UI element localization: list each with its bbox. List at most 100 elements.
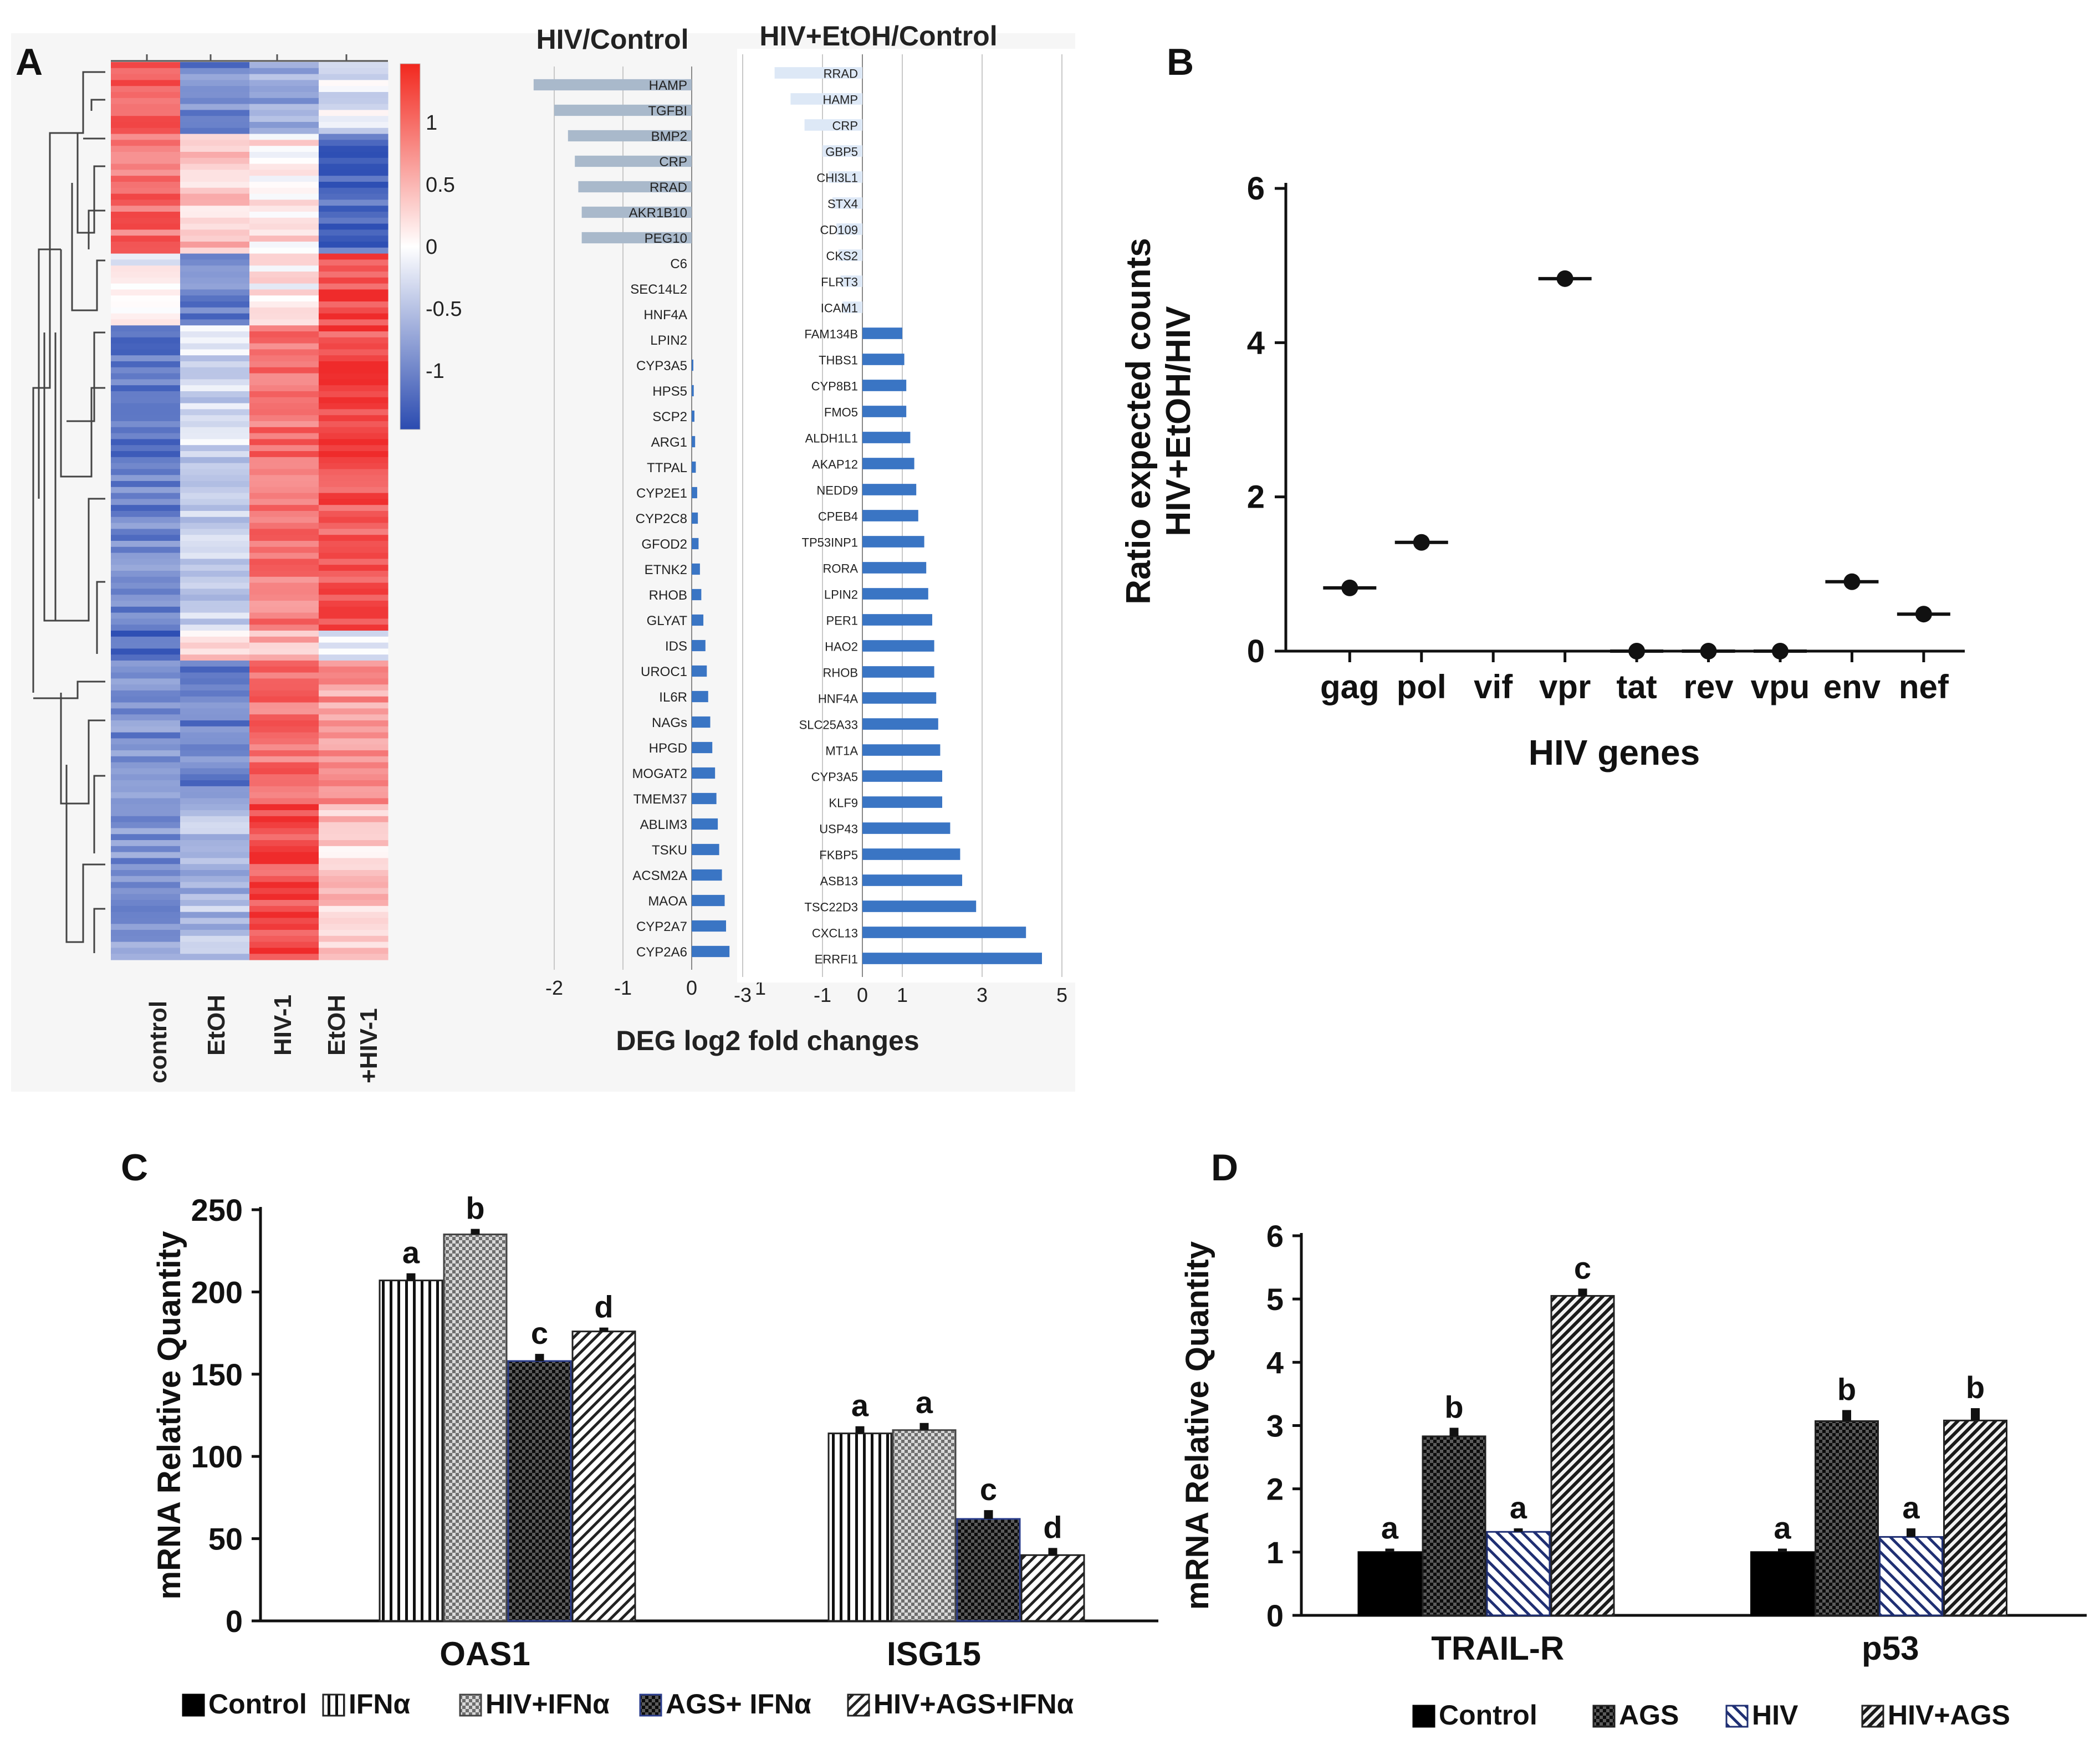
- deg-bar: [862, 432, 911, 443]
- heatmap-cell: [319, 163, 389, 170]
- heatmap-cell: [180, 469, 250, 475]
- heatmap-cell: [249, 523, 319, 529]
- heatmap-cell: [180, 379, 250, 386]
- heatmap-cell: [319, 720, 389, 727]
- heatmap-cell: [319, 367, 389, 374]
- heatmap-cell: [180, 642, 250, 649]
- deg-gene-label: KLF9: [829, 796, 858, 810]
- heatmap-cell: [319, 403, 389, 410]
- heatmap-cell: [111, 786, 181, 793]
- bar-y-tick-label: 250: [191, 1193, 243, 1227]
- heatmap-cell: [319, 636, 389, 643]
- deg-axis-tick: 0: [686, 976, 697, 999]
- heatmap-cell: [180, 601, 250, 607]
- heatmap-cell: [111, 954, 181, 960]
- heatmap-cell: [249, 68, 319, 75]
- heatmap-cell: [249, 780, 319, 787]
- heatmap-cell: [180, 451, 250, 458]
- heatmap-cell: [111, 744, 181, 751]
- heatmap-cell: [319, 74, 389, 80]
- heatmap-cell: [111, 756, 181, 763]
- heatmap-cell: [111, 176, 181, 182]
- deg-bar: [692, 818, 718, 830]
- heatmap-cell: [180, 98, 250, 105]
- legend-label: HIV+IFNα: [486, 1689, 610, 1720]
- heatmap-cell: [249, 912, 319, 918]
- heatmap-cell: [249, 469, 319, 475]
- heatmap-cell: [249, 277, 319, 284]
- deg-bar: [692, 359, 693, 371]
- heatmap-cell: [111, 92, 181, 99]
- significance-letter: b: [1966, 1370, 1985, 1405]
- heatmap-cell: [180, 672, 250, 679]
- heatmap-cell: [180, 427, 250, 434]
- deg-gene-label: TGFBI: [648, 104, 687, 119]
- heatmap-cell: [319, 762, 389, 769]
- heatmap-cell: [111, 373, 181, 380]
- heatmap-cell: [249, 595, 319, 601]
- deg-bar: [862, 614, 932, 626]
- deg-gene-label: HAMP: [649, 78, 687, 93]
- heatmap-cell: [111, 648, 181, 655]
- heatmap-cell: [249, 223, 319, 230]
- heatmap-cell: [249, 606, 319, 613]
- heatmap-cell: [319, 349, 389, 356]
- b-data-point: [1556, 270, 1573, 287]
- heatmap-cell: [111, 631, 181, 637]
- heatmap-cell: [180, 948, 250, 954]
- significance-letter: c: [1574, 1250, 1591, 1285]
- heatmap-cell: [319, 648, 389, 655]
- deg-gene-label: CRP: [659, 155, 687, 170]
- deg-gene-label: ICAM1: [821, 301, 858, 315]
- heatmap-cell: [180, 277, 250, 284]
- heatmap-cell: [111, 379, 181, 386]
- heatmap-cell: [180, 457, 250, 464]
- deg-gene-label: CYP3A5: [811, 770, 858, 784]
- heatmap-cell: [249, 301, 319, 308]
- heatmap-cell: [111, 499, 181, 505]
- deg-bar: [692, 945, 730, 958]
- heatmap-cell: [319, 529, 389, 535]
- heatmap-cell: [319, 92, 389, 99]
- b-x-tick-label: tat: [1616, 668, 1657, 705]
- b-data-point: [1843, 573, 1861, 590]
- deg-bar: [692, 461, 696, 473]
- bar: [1815, 1420, 1879, 1616]
- heatmap-cell: [111, 661, 181, 667]
- heatmap-cell: [180, 505, 250, 511]
- heatmap-cell: [319, 852, 389, 858]
- heatmap-cell: [180, 541, 250, 548]
- b-data-point: [1628, 643, 1646, 659]
- heatmap-cell: [249, 193, 319, 200]
- heatmap-cell: [319, 122, 389, 129]
- deg-gene-label: ASB13: [820, 874, 859, 888]
- b-y-tick-label: 4: [1247, 325, 1265, 361]
- heatmap-cell: [319, 894, 389, 900]
- heatmap-cell: [249, 86, 319, 93]
- heatmap-cell: [319, 409, 389, 416]
- heatmap-cell: [249, 415, 319, 422]
- error-bar: [535, 1354, 544, 1362]
- heatmap-cell: [111, 625, 181, 631]
- heatmap-cell: [111, 846, 181, 853]
- deg-bar: [692, 385, 694, 397]
- heatmap-cell: [111, 816, 181, 823]
- heatmap-cell: [249, 900, 319, 907]
- deg-bar: [862, 354, 905, 365]
- bar-y-tick-label: 0: [1266, 1598, 1284, 1633]
- heatmap-cell: [319, 212, 389, 218]
- deg-gene-label: CHI3L1: [816, 171, 858, 185]
- heatmap-cell: [180, 762, 250, 769]
- heatmap-cell: [319, 625, 389, 631]
- deg-gene-label: ABLIM3: [640, 817, 687, 832]
- heatmap-cell: [111, 804, 181, 811]
- heatmap-cell: [249, 732, 319, 739]
- heatmap-cell: [249, 648, 319, 655]
- heatmap-cell: [249, 361, 319, 368]
- heatmap-cell: [111, 445, 181, 452]
- deg-bar: [804, 119, 862, 131]
- heatmap-cell: [319, 493, 389, 499]
- heatmap-cell: [249, 409, 319, 416]
- heatmap-cell: [111, 523, 181, 529]
- heatmap-cell: [180, 397, 250, 404]
